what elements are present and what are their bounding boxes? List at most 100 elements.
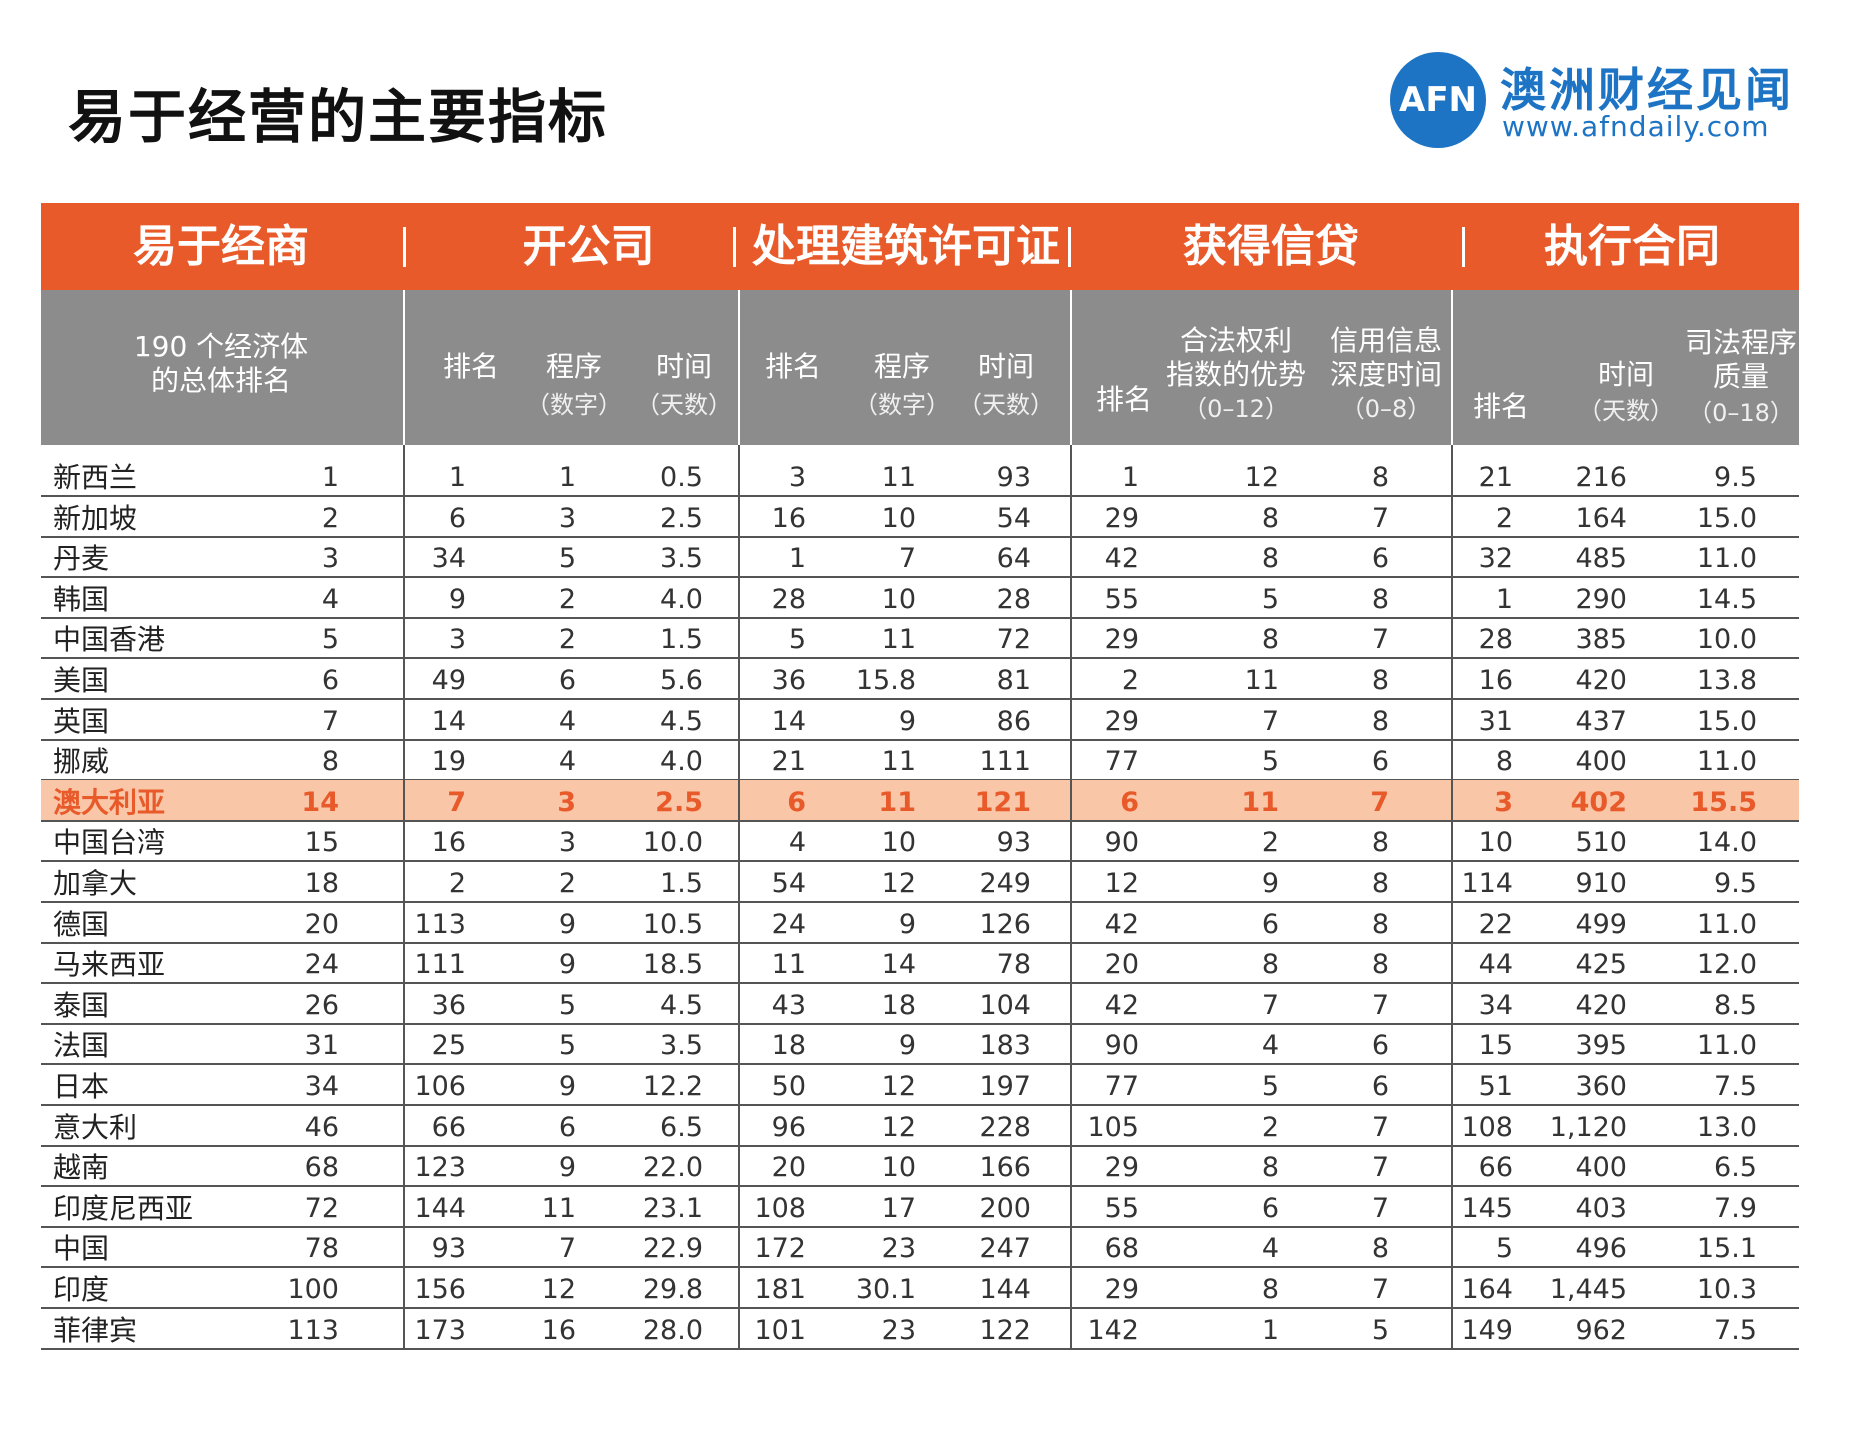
build-procedures-cell: 10: [881, 1152, 916, 1184]
build-time-cell: 104: [979, 989, 1031, 1021]
contract-quality-cell: 11.0: [1696, 543, 1757, 575]
start-time-cell: 3.5: [660, 543, 703, 575]
economy-name: 中国: [53, 1232, 110, 1266]
contract-quality-cell: 13.0: [1696, 1111, 1757, 1143]
contract-rank-cell: 3: [1494, 786, 1513, 818]
table-row: 日本 34 106 9 12.2 50 12 197 77 5 6 51 360 7.5: [41, 1064, 1799, 1106]
contract-time-cell: 385: [1575, 624, 1627, 656]
credit-legal-unit: （0–12）: [1183, 395, 1289, 423]
credit-rank-cell: 68: [1104, 1233, 1139, 1265]
build-time-cell: 200: [979, 1192, 1031, 1224]
credit-legal-header: 合法权利 指数的优势: [1165, 324, 1306, 391]
start-procedures-cell: 5: [558, 543, 576, 575]
credit-rank-cell: 42: [1104, 989, 1139, 1021]
start-rank-cell: 25: [431, 1030, 466, 1062]
start-time-cell: 4.5: [660, 705, 703, 737]
credit-info-header: 信用信息 深度时间: [1329, 324, 1442, 391]
credit-legal-index-cell: 8: [1261, 1152, 1279, 1184]
contract-time-cell: 400: [1575, 746, 1627, 778]
contract-time-cell: 1,445: [1549, 1274, 1627, 1305]
contract-time-unit: （天数）: [1578, 397, 1674, 425]
start-rank-cell: 66: [431, 1111, 466, 1143]
start-proc-header: 程序: [545, 350, 602, 383]
contract-rank-cell: 31: [1478, 705, 1513, 737]
build-procedures-cell: 23: [881, 1233, 916, 1265]
economy-name: 印度: [53, 1273, 110, 1306]
table-row: 加拿大 18 2 2 1.5 54 12 249 12 9 8 114 910 9.5: [41, 861, 1799, 903]
credit-rank-cell: 55: [1104, 1192, 1139, 1224]
overall-rank-cell: 68: [304, 1152, 339, 1184]
credit-info-depth-cell: 8: [1371, 1233, 1389, 1265]
start-rank-cell: 49: [431, 665, 466, 696]
economy-name: 马来西亚: [53, 948, 166, 982]
credit-rank-cell: 29: [1104, 624, 1139, 656]
start-time-cell: 10.5: [642, 908, 703, 940]
build-procedures-cell: 30.1: [855, 1274, 916, 1305]
build-procedures-cell: 9: [898, 1030, 916, 1062]
contract-rank-cell: 34: [1478, 989, 1513, 1021]
start-procedures-cell: 3: [558, 502, 576, 534]
build-time-cell: 144: [979, 1274, 1031, 1305]
start-procedures-cell: 2: [558, 868, 576, 899]
contract-rank-cell: 149: [1461, 1314, 1513, 1346]
build-procedures-cell: 17: [881, 1192, 916, 1224]
build-rank-cell: 20: [771, 1152, 806, 1184]
contract-quality-cell: 11.0: [1696, 1030, 1757, 1062]
build-rank-cell: 101: [754, 1314, 806, 1346]
build-rank-cell: 24: [771, 908, 806, 940]
build-rank-cell: 3: [788, 462, 806, 493]
credit-legal-index-cell: 6: [1261, 908, 1279, 940]
credit-legal-index-cell: 4: [1261, 1030, 1279, 1062]
contract-rank-cell: 1: [1495, 583, 1513, 615]
contract-quality-cell: 11.0: [1696, 746, 1757, 778]
table-row: 越南 68 123 9 22.0 20 10 166 29 8 7 66 400 6.5: [41, 1145, 1799, 1188]
overall-rank-cell: 18: [304, 868, 339, 899]
header-divider: [738, 290, 740, 445]
group-separator: [1068, 227, 1071, 267]
overall-rank-cell: 31: [304, 1030, 339, 1062]
contract-rank-cell: 21: [1478, 462, 1513, 493]
start-procedures-cell: 9: [558, 908, 576, 940]
contract-quality-cell: 12.0: [1696, 949, 1757, 981]
start-procedures-cell: 6: [558, 1111, 576, 1143]
table-row: 中国香港 5 3 2 1.5 5 11 72 29 8 7 28 385 10.0: [41, 617, 1799, 660]
logo-url: www.afndaily.com: [1502, 110, 1770, 143]
overall-rank-cell: 113: [287, 1314, 339, 1346]
contract-rank-cell: 16: [1478, 665, 1513, 696]
column-divider: [1451, 445, 1453, 1349]
overall-rank-cell: 5: [321, 624, 339, 656]
economy-name: 泰国: [53, 988, 110, 1022]
credit-info-depth-cell: 7: [1371, 1111, 1389, 1143]
contract-quality-cell: 14.0: [1696, 827, 1757, 859]
column-divider: [738, 445, 740, 1349]
table-row: 德国 20 113 9 10.5 24 9 126 42 6 8 22 499 11.0: [41, 902, 1799, 944]
build-time-cell: 183: [979, 1030, 1031, 1062]
credit-legal-index-cell: 7: [1261, 705, 1279, 737]
contract-time-header: 时间: [1597, 358, 1654, 391]
contract-rank-cell: 28: [1478, 624, 1513, 656]
start-rank-cell: 14: [431, 705, 466, 737]
start-rank-cell: 6: [448, 502, 466, 534]
column-header-bar: 190 个经济体 的总体排名 排名 程序 （数字） 时间 （天数） 排名 程序 …: [41, 290, 1799, 445]
table-row: 澳大利亚 14 7 3 2.5 6 11 121 6 11 7 3 402 15.5: [41, 779, 1799, 822]
start-procedures-cell: 12: [541, 1274, 576, 1305]
contract-rank-cell: 8: [1495, 746, 1513, 778]
credit-info-depth-cell: 8: [1371, 705, 1389, 737]
header-divider: [403, 290, 405, 445]
start-time-cell: 4.5: [660, 989, 703, 1021]
header-divider: [1070, 290, 1072, 445]
contract-quality-header: 司法程序 质量: [1684, 326, 1797, 393]
contract-quality-cell: 15.1: [1696, 1233, 1757, 1265]
credit-legal-index-cell: 9: [1261, 868, 1279, 899]
table-row: 印度尼西亚 72 144 11 23.1 108 17 200 55 6 7 145 403 7.9: [41, 1186, 1799, 1228]
credit-legal-index-cell: 12: [1244, 462, 1279, 493]
group-header-construction: 处理建筑许可证: [752, 221, 1060, 272]
contract-time-cell: 216: [1575, 462, 1627, 493]
header-divider: [1451, 290, 1453, 445]
contract-quality-cell: 15.0: [1696, 705, 1757, 737]
economy-name: 美国: [53, 664, 110, 697]
contract-quality-cell: 14.5: [1696, 583, 1757, 615]
start-procedures-cell: 1: [558, 462, 576, 493]
start-procedures-cell: 7: [558, 1233, 576, 1265]
economy-name: 挪威: [53, 745, 110, 779]
